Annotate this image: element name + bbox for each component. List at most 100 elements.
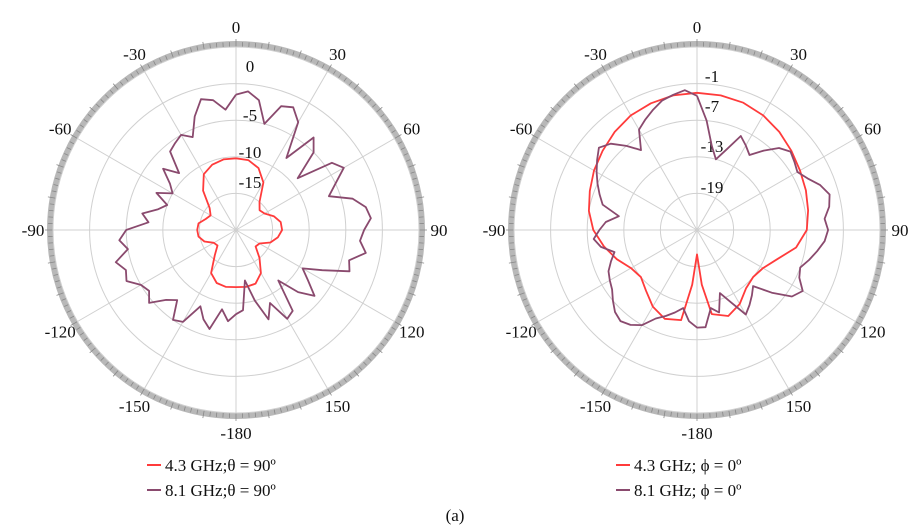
- angle-minor-tick: [870, 171, 876, 174]
- angle-minor-tick: [804, 77, 808, 83]
- angle-minor-tick: [844, 119, 850, 123]
- angle-minor-tick: [788, 64, 793, 72]
- angle-minor-tick: [864, 304, 869, 307]
- angle-tick-label: -150: [119, 397, 150, 416]
- angle-minor-tick: [788, 388, 793, 396]
- angle-minor-tick: [343, 377, 347, 383]
- angle-minor-tick: [877, 261, 886, 264]
- angle-minor-tick: [832, 352, 837, 357]
- angle-minor-tick: [508, 196, 517, 199]
- angle-minor-tick: [165, 399, 168, 405]
- angle-minor-tick: [348, 373, 353, 379]
- angle-tick-label: -60: [49, 120, 72, 139]
- angle-minor-tick: [848, 332, 854, 336]
- angle-minor-tick: [61, 298, 67, 301]
- angle-minor-tick: [531, 134, 539, 139]
- angle-minor-tick: [530, 315, 536, 319]
- angle-minor-tick: [651, 47, 654, 53]
- angle-minor-tick: [513, 267, 519, 270]
- angle-minor-tick: [597, 70, 601, 76]
- angle-minor-tick: [819, 90, 824, 95]
- angle-minor-tick: [215, 42, 218, 49]
- angle-minor-tick: [715, 42, 718, 49]
- angle-minor-tick: [878, 248, 885, 251]
- angle-minor-tick: [136, 70, 140, 76]
- angle-minor-tick: [202, 41, 205, 50]
- angle-minor-tick: [747, 49, 750, 55]
- angle-minor-tick: [49, 255, 55, 257]
- angle-minor-tick: [379, 342, 385, 347]
- angle-minor-tick: [799, 381, 803, 387]
- angle-minor-tick: [832, 103, 837, 108]
- angle-tick-label: -120: [45, 323, 76, 342]
- angle-tick-label: -30: [584, 45, 607, 64]
- angle-minor-tick: [304, 399, 307, 405]
- angle-minor-tick: [861, 147, 867, 151]
- radial-tick-label: 0: [246, 57, 255, 76]
- angle-minor-tick: [508, 261, 517, 264]
- angular-grid-spoke: [696, 229, 856, 322]
- radial-tick-label: -5: [243, 106, 257, 125]
- angle-tick-label: 90: [892, 221, 909, 240]
- angle-minor-tick: [53, 184, 59, 187]
- series-line-8-1ghz: [592, 89, 831, 329]
- angle-minor-tick: [516, 280, 522, 283]
- angle-minor-tick: [851, 130, 857, 134]
- angle-minor-tick: [836, 347, 844, 354]
- angle-minor-tick: [851, 326, 857, 330]
- angle-minor-tick: [183, 49, 186, 55]
- angle-minor-tick: [728, 41, 731, 50]
- angle-minor-tick: [273, 46, 276, 52]
- angle-minor-tick: [57, 171, 63, 174]
- angular-grid-spoke: [538, 138, 698, 231]
- angle-minor-tick: [663, 41, 666, 50]
- angle-minor-tick: [573, 369, 580, 377]
- angle-minor-tick: [855, 321, 863, 326]
- angle-minor-tick: [48, 209, 55, 212]
- angle-minor-tick: [861, 309, 867, 313]
- angle-minor-tick: [809, 373, 814, 379]
- angle-minor-tick: [292, 403, 295, 409]
- angle-minor-tick: [638, 51, 641, 57]
- angle-minor-tick: [522, 298, 528, 301]
- angle-minor-tick: [147, 391, 151, 397]
- angle-minor-tick: [83, 119, 89, 123]
- radial-tick-label: -10: [239, 143, 262, 162]
- angle-minor-tick: [353, 83, 360, 91]
- angle-minor-tick: [315, 60, 319, 66]
- angle-minor-tick: [566, 361, 571, 366]
- series-line-8-1ghz: [114, 90, 372, 330]
- angle-minor-tick: [375, 347, 383, 354]
- angle-minor-tick: [100, 356, 105, 361]
- angle-tick-label: -180: [681, 424, 712, 443]
- angle-minor-tick: [273, 408, 276, 414]
- angle-minor-tick: [76, 130, 82, 134]
- angle-minor-tick: [828, 99, 833, 104]
- angle-minor-tick: [663, 410, 666, 419]
- angle-minor-tick: [814, 83, 821, 91]
- angle-minor-tick: [872, 280, 878, 283]
- angle-minor-tick: [100, 99, 105, 104]
- angle-tick-label: 30: [329, 45, 346, 64]
- angle-minor-tick: [416, 261, 425, 264]
- angle-minor-tick: [109, 90, 114, 95]
- angle-minor-tick: [644, 405, 647, 411]
- figure-caption: (a): [446, 506, 465, 525]
- angle-minor-tick: [310, 397, 313, 402]
- angle-minor-tick: [866, 298, 872, 301]
- angle-minor-tick: [55, 280, 61, 283]
- angle-minor-tick: [119, 373, 124, 379]
- angle-minor-tick: [343, 77, 347, 83]
- angle-minor-tick: [353, 369, 360, 377]
- angle-minor-tick: [254, 42, 257, 49]
- angle-minor-tick: [109, 365, 114, 370]
- angle-minor-tick: [69, 141, 75, 145]
- angle-minor-tick: [70, 134, 78, 139]
- angle-minor-tick: [782, 391, 786, 397]
- angle-minor-tick: [310, 58, 313, 63]
- angle-minor-tick: [279, 407, 282, 413]
- angle-minor-tick: [550, 106, 558, 113]
- angle-minor-tick: [47, 261, 56, 264]
- angle-minor-tick: [866, 159, 872, 162]
- angle-minor-tick: [190, 407, 193, 413]
